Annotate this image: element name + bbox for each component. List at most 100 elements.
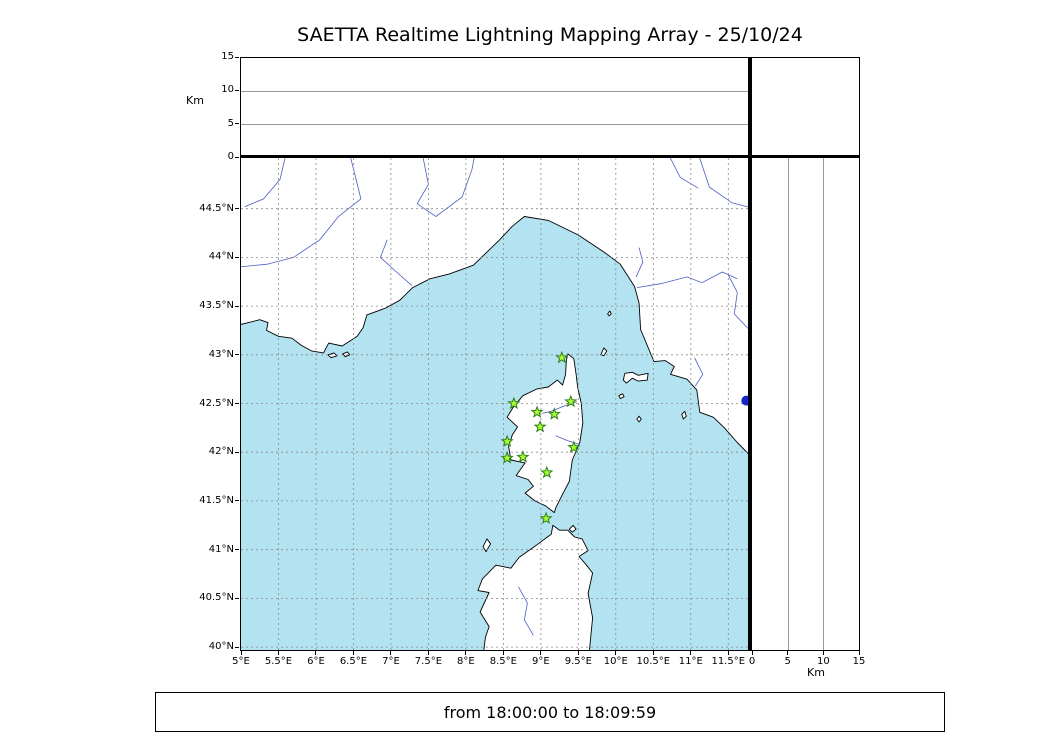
lon-tick-mark: [390, 651, 392, 655]
lon-tick-label: 6.5°E: [339, 656, 368, 667]
lon-tick-mark: [352, 651, 354, 655]
river: [555, 435, 580, 445]
altitude-tick-mark: [787, 651, 789, 655]
lon-tick-label: 10.5°E: [636, 656, 671, 667]
altitude-gridline: [241, 91, 750, 92]
lon-tick-mark: [502, 651, 504, 655]
altitude-tick-mark: [235, 156, 239, 158]
lon-tick-label: 7°E: [382, 656, 400, 667]
river: [727, 274, 750, 332]
lat-tick-label: 42.5°N: [199, 397, 234, 409]
landmass: [618, 393, 625, 400]
altitude-gridline: [787, 158, 789, 650]
landmass: [622, 371, 649, 384]
station-marker: [516, 450, 530, 463]
landmass: [506, 353, 584, 514]
station-marker: [530, 405, 544, 418]
station-marker: [500, 451, 514, 464]
lat-tick-label: 40.5°N: [199, 592, 234, 604]
lat-tick-mark: [235, 208, 239, 210]
landmass: [681, 410, 687, 420]
station-marker: [533, 420, 547, 433]
lat-tick-label: 41.5°N: [199, 494, 234, 506]
lat-tick-mark: [235, 451, 239, 453]
altitude-latitude-panel: [751, 157, 860, 651]
lon-tick-mark: [577, 651, 579, 655]
landmass: [568, 524, 577, 533]
map-svg: [241, 158, 750, 650]
page-title: SAETTA Realtime Lightning Mapping Array …: [297, 24, 803, 46]
altitude-longitude-panel: [240, 57, 751, 158]
lon-tick-label: 5.5°E: [264, 656, 293, 667]
station-marker: [567, 440, 581, 453]
river: [699, 158, 750, 208]
river: [379, 239, 413, 286]
landmass: [607, 310, 612, 317]
lightning-source-dot: [741, 395, 750, 406]
corner-panel: [751, 57, 860, 158]
station-marker: [539, 511, 553, 525]
lat-tick-label: 43.5°N: [199, 300, 234, 312]
lon-tick-mark: [727, 651, 729, 655]
landmass: [482, 538, 492, 553]
lat-tick-mark: [235, 597, 239, 599]
altitude-tick-label: 15: [221, 51, 234, 62]
river: [244, 158, 286, 208]
lon-tick-mark: [615, 651, 617, 655]
altitude-tick-label: 5: [784, 656, 791, 667]
altitude-tick-label: 15: [852, 656, 866, 667]
altitude-tick-mark: [235, 89, 239, 91]
station-marker: [547, 407, 562, 420]
landmass: [636, 415, 642, 423]
lon-tick-label: 5°E: [232, 656, 250, 667]
station-marker: [500, 434, 514, 448]
altitude-tick-mark: [235, 56, 239, 58]
lon-tick-label: 10°E: [603, 656, 628, 667]
divider-horizontal: [240, 155, 860, 158]
altitude-tick-label: 5: [227, 117, 234, 129]
altitude-tick-mark: [751, 651, 753, 655]
lon-tick-label: 7.5°E: [414, 656, 443, 667]
lat-tick-label: 44.5°N: [199, 202, 234, 214]
lat-tick-mark: [235, 354, 239, 356]
station-marker: [540, 465, 554, 479]
lon-tick-mark: [277, 651, 279, 655]
lat-tick-mark: [235, 646, 239, 648]
lon-tick-mark: [315, 651, 317, 655]
altitude-gridline: [241, 124, 750, 125]
lon-tick-label: 8°E: [457, 656, 475, 667]
altitude-tick-mark: [235, 123, 239, 125]
lat-tick-mark: [235, 500, 239, 502]
altitude-tick-mark: [822, 651, 824, 655]
river: [635, 247, 644, 278]
river: [350, 158, 362, 199]
lon-tick-label: 6°E: [307, 656, 325, 667]
lat-tick-mark: [235, 256, 239, 258]
landmass: [241, 158, 750, 457]
altitude-tick-mark: [858, 651, 860, 655]
station-marker: [564, 394, 578, 408]
lat-tick-label: 41°N: [208, 543, 234, 555]
map-panel: [240, 157, 751, 651]
river: [518, 586, 534, 636]
landmass: [327, 352, 338, 359]
lon-tick-mark: [540, 651, 542, 655]
river: [636, 271, 738, 288]
landmass: [477, 524, 594, 650]
lon-tick-label: 8.5°E: [489, 656, 517, 667]
landmass: [342, 351, 351, 358]
altitude-gridline: [823, 158, 825, 650]
lon-tick-label: 11.5°E: [711, 656, 746, 667]
lon-tick-mark: [690, 651, 692, 655]
lat-tick-mark: [235, 549, 239, 551]
lat-tick-label: 40°N: [208, 641, 234, 653]
divider-vertical: [748, 57, 751, 651]
lon-tick-mark: [427, 651, 429, 655]
lon-tick-label: 9°E: [532, 656, 550, 667]
time-range-text: from 18:00:00 to 18:09:59: [443, 702, 657, 722]
river: [669, 158, 699, 189]
lat-tick-label: 44°N: [208, 251, 234, 263]
altitude-axis-label-top: Km: [186, 94, 204, 107]
lon-tick-mark: [240, 651, 242, 655]
landmass: [600, 347, 608, 357]
